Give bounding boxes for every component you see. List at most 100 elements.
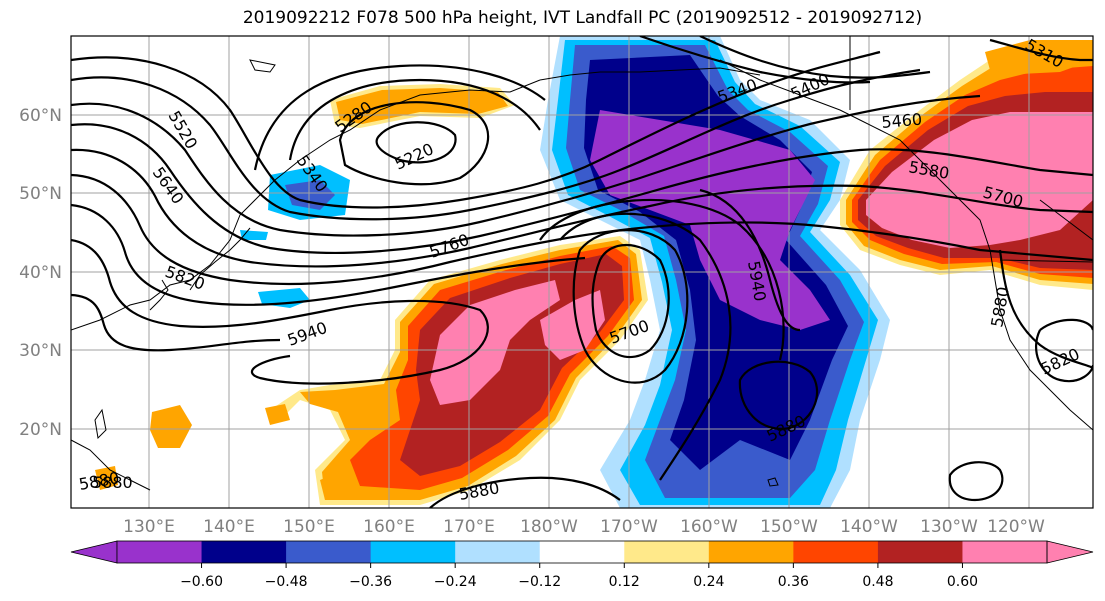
- contour-label: 5820: [163, 262, 208, 294]
- contour-5880-trough: [539, 198, 785, 361]
- lon-label: 150°W: [760, 517, 818, 537]
- colorbar-tick-label: 0.36: [778, 574, 809, 590]
- korea-coast: [149, 279, 169, 311]
- contour-label: 5880: [987, 285, 1013, 328]
- contour-5760-low: [572, 229, 689, 384]
- contour-5820-trough: [559, 212, 732, 481]
- colorbar-tick-label: −0.12: [518, 574, 561, 590]
- contour-5880-se: [948, 461, 1004, 502]
- ivt-negative-small-cyan-2: [240, 230, 268, 240]
- contour-5700: [71, 123, 1093, 254]
- gridlines: [71, 36, 1093, 508]
- ivt-positive-ne-corner: [985, 40, 1093, 74]
- aleutian-chain: [539, 67, 761, 81]
- ivt-positive-s-patch-2: [265, 404, 290, 425]
- colorbar-tick-label: −0.36: [349, 574, 392, 590]
- lon-label: 170°W: [600, 517, 658, 537]
- height-contours: [71, 36, 1093, 508]
- contour-5220: [375, 121, 457, 164]
- lat-label: 20°N: [19, 420, 62, 440]
- ivt-positive-pink-2: [540, 290, 605, 360]
- contour-label: 5520: [165, 108, 202, 153]
- lon-label: 150°E: [283, 517, 335, 537]
- ivt-negative-west-blue: [285, 180, 335, 210]
- contour-5820: [71, 173, 1093, 286]
- kamchatka-coast: [249, 59, 276, 73]
- lat-label: 50°N: [19, 184, 62, 204]
- colorbar-band: [793, 541, 879, 563]
- ivt-positive-s-patch: [320, 470, 350, 500]
- ivt-positive-sw-patch: [150, 405, 192, 448]
- lon-label: 160°W: [680, 517, 738, 537]
- contour-5880-south: [71, 293, 281, 352]
- contour-label: 5820: [1038, 344, 1083, 378]
- taiwan: [94, 408, 107, 440]
- colorbar-tick-label: 0.48: [862, 574, 893, 590]
- colorbar-tick-label: 0.12: [609, 574, 640, 590]
- contour-5940: [71, 238, 489, 385]
- colorbar-segments: [117, 541, 1048, 563]
- colorbar-tick-label: 0.60: [947, 574, 978, 590]
- colorbar-ticks: −0.60 −0.48 −0.36 −0.24 −0.12 0.12 0.24 0.36 0.4…: [180, 563, 978, 590]
- contour-5760: [71, 148, 1093, 268]
- lon-label: 120°W: [987, 517, 1045, 537]
- latitude-labels: 60°N 50°N 40°N 30°N 20°N: [19, 106, 62, 440]
- colorbar-tick-label: −0.24: [434, 574, 477, 590]
- contour-5880-south2: [429, 476, 621, 508]
- lon-label: 160°E: [363, 517, 415, 537]
- contour-5940-ridge: [699, 188, 801, 332]
- colorbar-tick-label: −0.48: [265, 574, 308, 590]
- hawaii: [767, 477, 779, 487]
- map-title: 2019092212 F078 500 hPa height, IVT Land…: [242, 8, 923, 28]
- colorbar-band: [962, 541, 1048, 563]
- map-frame: [70, 35, 1094, 509]
- ivt-negative-purple: [590, 110, 830, 330]
- contour-label: 5220: [392, 139, 437, 173]
- colorbar-frame: [116, 540, 1048, 564]
- colorbar-right-extend: [1046, 540, 1094, 564]
- lat-label: 30°N: [19, 341, 62, 361]
- lon-label: 130°W: [920, 517, 978, 537]
- contour-5340: [288, 78, 541, 161]
- longitude-labels: 130°E 140°E 150°E 160°E 170°E 180°W 170°…: [123, 517, 1045, 537]
- ivt-positive-pink: [430, 280, 560, 405]
- colorbar-band: [286, 541, 372, 563]
- contour-label: 5760: [427, 230, 472, 262]
- map-area: 5220 5280 5340 5340 5400 5460 5520 5580 …: [71, 36, 1093, 508]
- ivt-positive-sw-patch-2: [95, 466, 118, 490]
- contour-5820-east: [1035, 318, 1093, 383]
- contour-5520: [71, 50, 881, 209]
- lat-label: 60°N: [19, 106, 62, 126]
- lon-label: 180°W: [520, 517, 578, 537]
- contour-5880: [71, 203, 586, 306]
- na-west-coast: [919, 159, 1093, 431]
- colorbar-tick-label: 0.24: [693, 574, 724, 590]
- lon-label: 170°E: [443, 517, 495, 537]
- contour-label: 5460: [881, 110, 923, 132]
- contour-5400: [253, 64, 546, 171]
- colorbar-band: [201, 541, 287, 563]
- contour-5400-ne: [699, 36, 931, 79]
- lon-label: 130°E: [123, 517, 175, 537]
- na-border: [849, 36, 1093, 263]
- colorbar-band: [455, 541, 541, 563]
- colorbar-band: [708, 541, 794, 563]
- colorbar-tick-label: −0.60: [180, 574, 223, 590]
- lat-label: 40°N: [19, 263, 62, 283]
- colorbar-band: [117, 541, 203, 563]
- colorbar-band: [370, 541, 456, 563]
- contour-5310-ne: [989, 38, 1093, 62]
- colorbar-band: [539, 541, 625, 563]
- colorbar-band: [624, 541, 710, 563]
- colorbar: −0.60 −0.48 −0.36 −0.24 −0.12 0.12 0.24 0.36 0.4…: [70, 540, 1094, 590]
- contour-5640: [71, 94, 981, 237]
- lon-label: 140°E: [203, 517, 255, 537]
- colorbar-left-extend: [70, 540, 118, 564]
- contour-5280: [338, 101, 490, 186]
- china-coast-south: [71, 439, 151, 491]
- colorbar-band: [877, 541, 963, 563]
- lon-label: 140°W: [840, 517, 898, 537]
- contour-label: 5940: [285, 318, 330, 350]
- contour-5700-low: [591, 244, 670, 359]
